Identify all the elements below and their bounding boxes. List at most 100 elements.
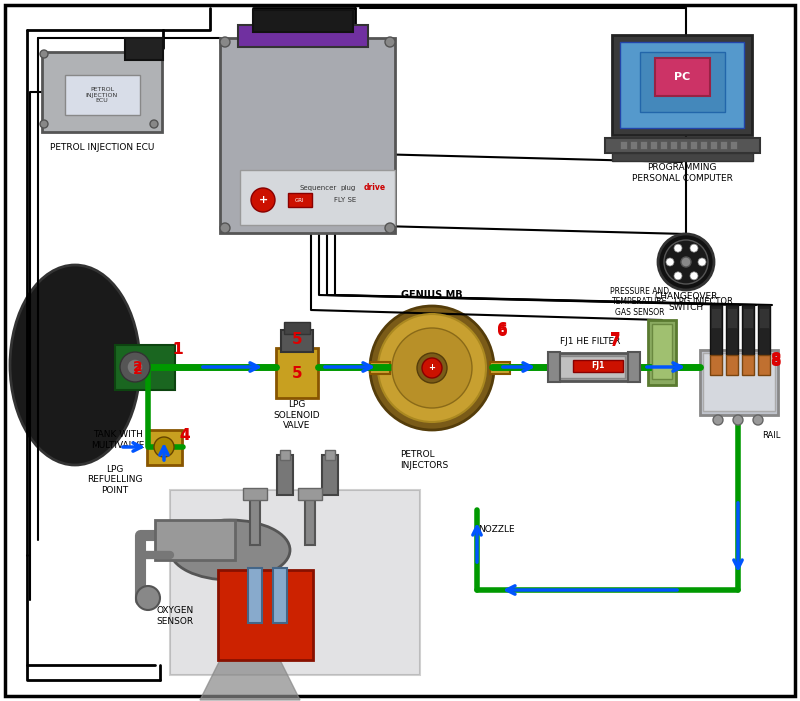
- Text: 4: 4: [180, 428, 190, 442]
- Text: 7: 7: [610, 332, 620, 348]
- Text: Sequencer: Sequencer: [299, 185, 337, 191]
- Text: LPG
SOLENOID
VALVE: LPG SOLENOID VALVE: [274, 400, 320, 430]
- Ellipse shape: [170, 520, 290, 580]
- Text: 5: 5: [292, 365, 302, 381]
- Bar: [218, 570, 313, 660]
- Bar: [620, 141, 627, 149]
- Bar: [288, 193, 312, 207]
- Bar: [703, 353, 775, 411]
- Bar: [490, 362, 510, 374]
- Bar: [253, 10, 353, 32]
- Bar: [298, 488, 322, 500]
- Bar: [743, 308, 753, 328]
- Circle shape: [40, 50, 48, 58]
- Bar: [238, 25, 368, 47]
- Bar: [652, 324, 672, 379]
- Bar: [612, 153, 753, 161]
- Bar: [720, 141, 727, 149]
- Bar: [710, 141, 717, 149]
- Text: 5: 5: [292, 332, 302, 348]
- Bar: [42, 52, 162, 132]
- Text: 6: 6: [497, 322, 507, 337]
- Bar: [605, 138, 760, 153]
- Text: PRESSURE AND
TEMPERATURE
GAS SENSOR: PRESSURE AND TEMPERATURE GAS SENSOR: [610, 287, 670, 317]
- Text: 8: 8: [770, 355, 780, 369]
- Bar: [648, 320, 676, 385]
- Text: PC: PC: [674, 72, 690, 82]
- Bar: [630, 141, 637, 149]
- Circle shape: [690, 244, 698, 252]
- Bar: [655, 58, 710, 96]
- Bar: [640, 141, 647, 149]
- Circle shape: [251, 188, 275, 212]
- Text: PETROL INJECTION ECU: PETROL INJECTION ECU: [50, 144, 154, 153]
- Bar: [742, 355, 754, 375]
- Circle shape: [378, 314, 486, 422]
- Text: plug: plug: [340, 185, 356, 191]
- Text: 4: 4: [180, 428, 190, 442]
- Bar: [240, 170, 395, 225]
- Bar: [281, 330, 313, 352]
- Bar: [700, 141, 707, 149]
- Bar: [620, 42, 744, 128]
- Bar: [250, 490, 260, 545]
- Text: drive: drive: [364, 184, 386, 193]
- Bar: [280, 450, 290, 460]
- Text: PROGRAMMING
PERSONAL COMPUTER: PROGRAMMING PERSONAL COMPUTER: [631, 163, 733, 183]
- Circle shape: [385, 37, 395, 47]
- Bar: [727, 308, 737, 328]
- Bar: [555, 356, 625, 378]
- Circle shape: [120, 352, 150, 382]
- Circle shape: [733, 415, 743, 425]
- Circle shape: [681, 257, 691, 267]
- Circle shape: [674, 272, 682, 280]
- Text: 1: 1: [173, 343, 183, 358]
- Bar: [680, 141, 687, 149]
- Bar: [170, 490, 420, 675]
- Bar: [660, 141, 667, 149]
- Circle shape: [417, 353, 447, 383]
- Circle shape: [220, 37, 230, 47]
- Bar: [670, 141, 677, 149]
- Bar: [548, 352, 560, 382]
- Circle shape: [753, 415, 763, 425]
- Text: PETROL
INJECTORS: PETROL INJECTORS: [400, 450, 448, 470]
- Text: TANK WITH
MULTIVALVE: TANK WITH MULTIVALVE: [91, 430, 145, 450]
- Circle shape: [127, 359, 143, 375]
- Bar: [305, 490, 315, 545]
- Circle shape: [666, 258, 674, 266]
- Bar: [710, 355, 722, 375]
- Bar: [243, 488, 267, 500]
- Text: OXYGEN
SENSOR: OXYGEN SENSOR: [156, 606, 194, 626]
- Text: FJ1: FJ1: [591, 362, 605, 371]
- Bar: [726, 355, 738, 375]
- Bar: [550, 353, 630, 381]
- Circle shape: [220, 223, 230, 233]
- Bar: [690, 141, 697, 149]
- Text: FJ1 HE FILTER: FJ1 HE FILTER: [560, 337, 620, 346]
- Circle shape: [154, 437, 174, 457]
- Circle shape: [658, 234, 714, 290]
- Bar: [742, 305, 754, 355]
- Bar: [628, 352, 640, 382]
- Text: 8: 8: [770, 353, 780, 367]
- Bar: [726, 305, 738, 355]
- Circle shape: [422, 358, 442, 378]
- Bar: [220, 38, 395, 233]
- Bar: [730, 141, 737, 149]
- Bar: [758, 305, 770, 355]
- Polygon shape: [200, 660, 300, 700]
- Text: LPG INJECTOR: LPG INJECTOR: [674, 297, 733, 306]
- Bar: [284, 322, 310, 334]
- Bar: [640, 52, 725, 112]
- Circle shape: [664, 240, 708, 284]
- Circle shape: [392, 328, 472, 408]
- Text: 2: 2: [133, 363, 143, 377]
- Bar: [573, 360, 623, 372]
- Bar: [155, 520, 235, 560]
- Bar: [700, 350, 778, 415]
- Bar: [711, 308, 721, 328]
- Circle shape: [690, 272, 698, 280]
- Circle shape: [713, 415, 723, 425]
- Circle shape: [674, 244, 682, 252]
